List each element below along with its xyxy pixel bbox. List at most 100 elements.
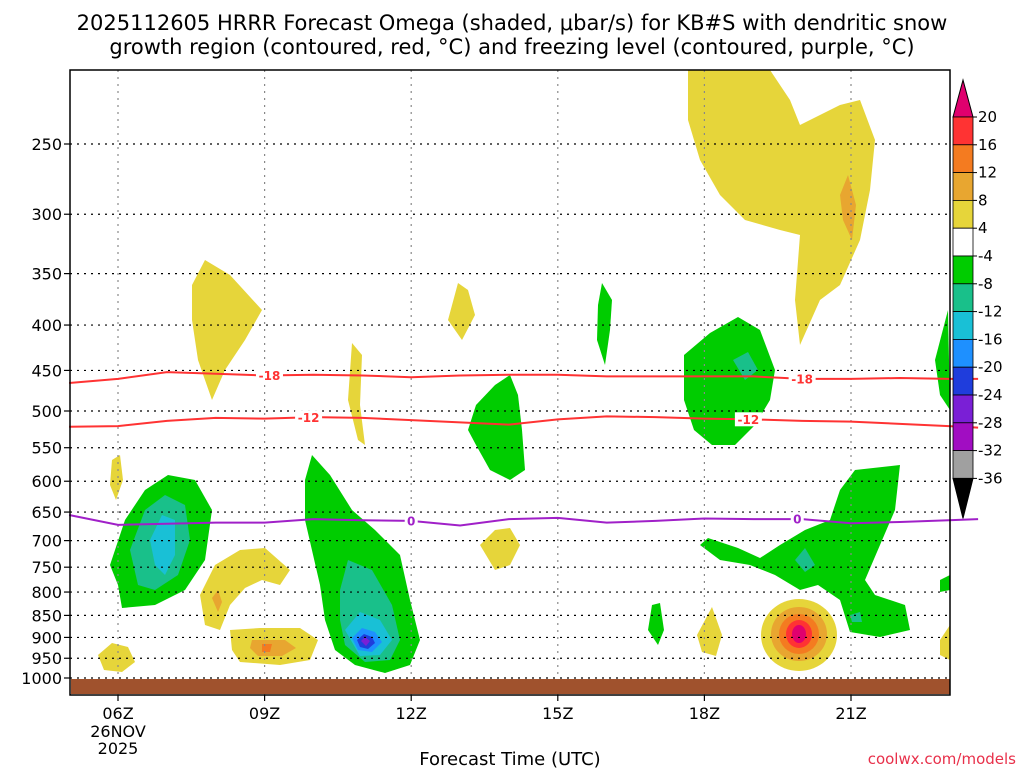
x-tick-sublabel: 2025 xyxy=(98,739,139,758)
contour-label-bg xyxy=(734,412,762,427)
omega-region-positive xyxy=(792,625,806,643)
contour-line xyxy=(69,415,979,429)
contour-label: -18 xyxy=(791,372,813,386)
omega-region-negative xyxy=(150,515,175,575)
colorbar-label: -36 xyxy=(978,469,1003,487)
omega-region-positive xyxy=(448,283,475,340)
y-tick-label: 650 xyxy=(31,503,62,522)
chart-title-line1: 2025112605 HRRR Forecast Omega (shaded, … xyxy=(77,11,948,35)
colorbar-label: -32 xyxy=(978,442,1003,460)
contour-label: -12 xyxy=(298,411,320,425)
colorbar-triangle-top xyxy=(952,78,974,118)
colorbar-segment xyxy=(952,422,974,451)
colorbar-label: 4 xyxy=(978,219,988,237)
omega-region-negative xyxy=(597,283,612,365)
omega-region-negative xyxy=(850,612,862,622)
x-tick-label: 15Z xyxy=(542,704,573,723)
omega-region-negative xyxy=(468,375,525,480)
omega-region-negative xyxy=(940,575,950,592)
x-tick-sublabel: 26NOV xyxy=(90,722,146,741)
x-tick-label: 18Z xyxy=(689,704,720,723)
contour-label-bg xyxy=(404,513,418,528)
y-tick-label: 900 xyxy=(31,628,62,647)
y-tick-label: 400 xyxy=(31,316,62,335)
colorbar-label: 12 xyxy=(978,164,997,182)
omega-region-positive xyxy=(250,640,296,656)
y-tick-label: 750 xyxy=(31,558,62,577)
contour-label: -12 xyxy=(738,413,760,427)
chart-title-line2: growth region (contoured, red, °C) and f… xyxy=(109,35,914,59)
credit-text: coolwx.com/models xyxy=(868,750,1016,768)
y-tick-label: 1000 xyxy=(21,669,62,688)
colorbar-label: 16 xyxy=(978,136,997,154)
omega-region-negative xyxy=(648,603,664,645)
colorbar-label: -24 xyxy=(978,386,1003,404)
omega-region-negative xyxy=(795,548,815,572)
colorbar-segment xyxy=(952,366,974,396)
x-tick-label: 12Z xyxy=(396,704,427,723)
contour-label: 0 xyxy=(407,514,415,528)
omega-region-positive xyxy=(98,643,135,672)
y-tick-label: 350 xyxy=(31,265,62,284)
contour-label-bg xyxy=(255,368,283,383)
x-tick-label: 09Z xyxy=(249,704,280,723)
colorbar-label: -12 xyxy=(978,303,1003,321)
contour-line xyxy=(68,514,979,527)
colorbar-segment xyxy=(952,450,974,479)
temperature-contours: -18 -18 -12 -12 0 0 xyxy=(68,368,979,528)
omega-region-positive xyxy=(200,548,290,630)
omega-region-positive xyxy=(212,590,222,612)
colorbar-label: -4 xyxy=(978,247,993,265)
y-tick-label: 250 xyxy=(31,135,62,154)
colorbar-segment xyxy=(952,227,974,257)
colorbar-label: 20 xyxy=(978,108,997,126)
contour-label: -18 xyxy=(259,369,281,383)
y-tick-label: 550 xyxy=(31,439,62,458)
colorbar-segment xyxy=(952,144,974,174)
omega-region-positive xyxy=(688,70,875,345)
y-tick-label: 600 xyxy=(31,472,62,491)
colorbar-segment xyxy=(952,199,974,229)
omega-region-positive xyxy=(840,175,856,240)
contour-label-bg xyxy=(295,410,323,425)
y-tick-label: 850 xyxy=(31,606,62,625)
contour-label-bg xyxy=(790,512,804,527)
colorbar-label: -20 xyxy=(978,358,1003,376)
colorbar-segment xyxy=(952,283,974,312)
omega-region-negative xyxy=(733,352,758,380)
omega-region-positive xyxy=(348,343,365,445)
omega-region-positive xyxy=(110,455,123,500)
colorbar-segment xyxy=(952,172,974,201)
colorbar-label: 8 xyxy=(978,191,988,209)
omega-region-positive xyxy=(697,607,722,656)
x-tick-label: 21Z xyxy=(835,704,866,723)
contour-label-bg xyxy=(788,371,816,386)
contour-line xyxy=(69,371,979,384)
colorbar: 20 16 12 8 4 -4 -8 -12 -16 -20 -24 -28 -32 -36 xyxy=(952,78,1003,519)
y-tick-label: 950 xyxy=(31,649,62,668)
x-axis-label: Forecast Time (UTC) xyxy=(419,749,600,768)
y-tick-label: 700 xyxy=(31,532,62,551)
colorbar-label: -8 xyxy=(978,275,993,293)
colorbar-segment xyxy=(952,311,974,340)
colorbar-label: -28 xyxy=(978,414,1003,432)
contour-label: 0 xyxy=(793,513,801,527)
colorbar-segment xyxy=(952,255,974,285)
omega-region-positive xyxy=(480,528,520,570)
omega-region-negative xyxy=(361,637,370,646)
colorbar-label: -16 xyxy=(978,330,1003,348)
colorbar-segment xyxy=(952,394,974,424)
y-tick-label: 450 xyxy=(31,361,62,380)
colorbar-segment xyxy=(952,338,974,368)
ground-surface xyxy=(71,679,950,694)
y-tick-label: 500 xyxy=(31,402,62,421)
x-tick-label: 06Z xyxy=(102,704,133,723)
omega-shading xyxy=(98,70,950,673)
omega-region-positive xyxy=(192,260,262,400)
colorbar-segment xyxy=(952,116,974,146)
omega-region-negative xyxy=(935,310,950,410)
y-tick-label: 300 xyxy=(31,205,62,224)
y-axis: 250 300 350 400 450 500 550 600 650 700 750 800 850 9… xyxy=(21,135,70,688)
